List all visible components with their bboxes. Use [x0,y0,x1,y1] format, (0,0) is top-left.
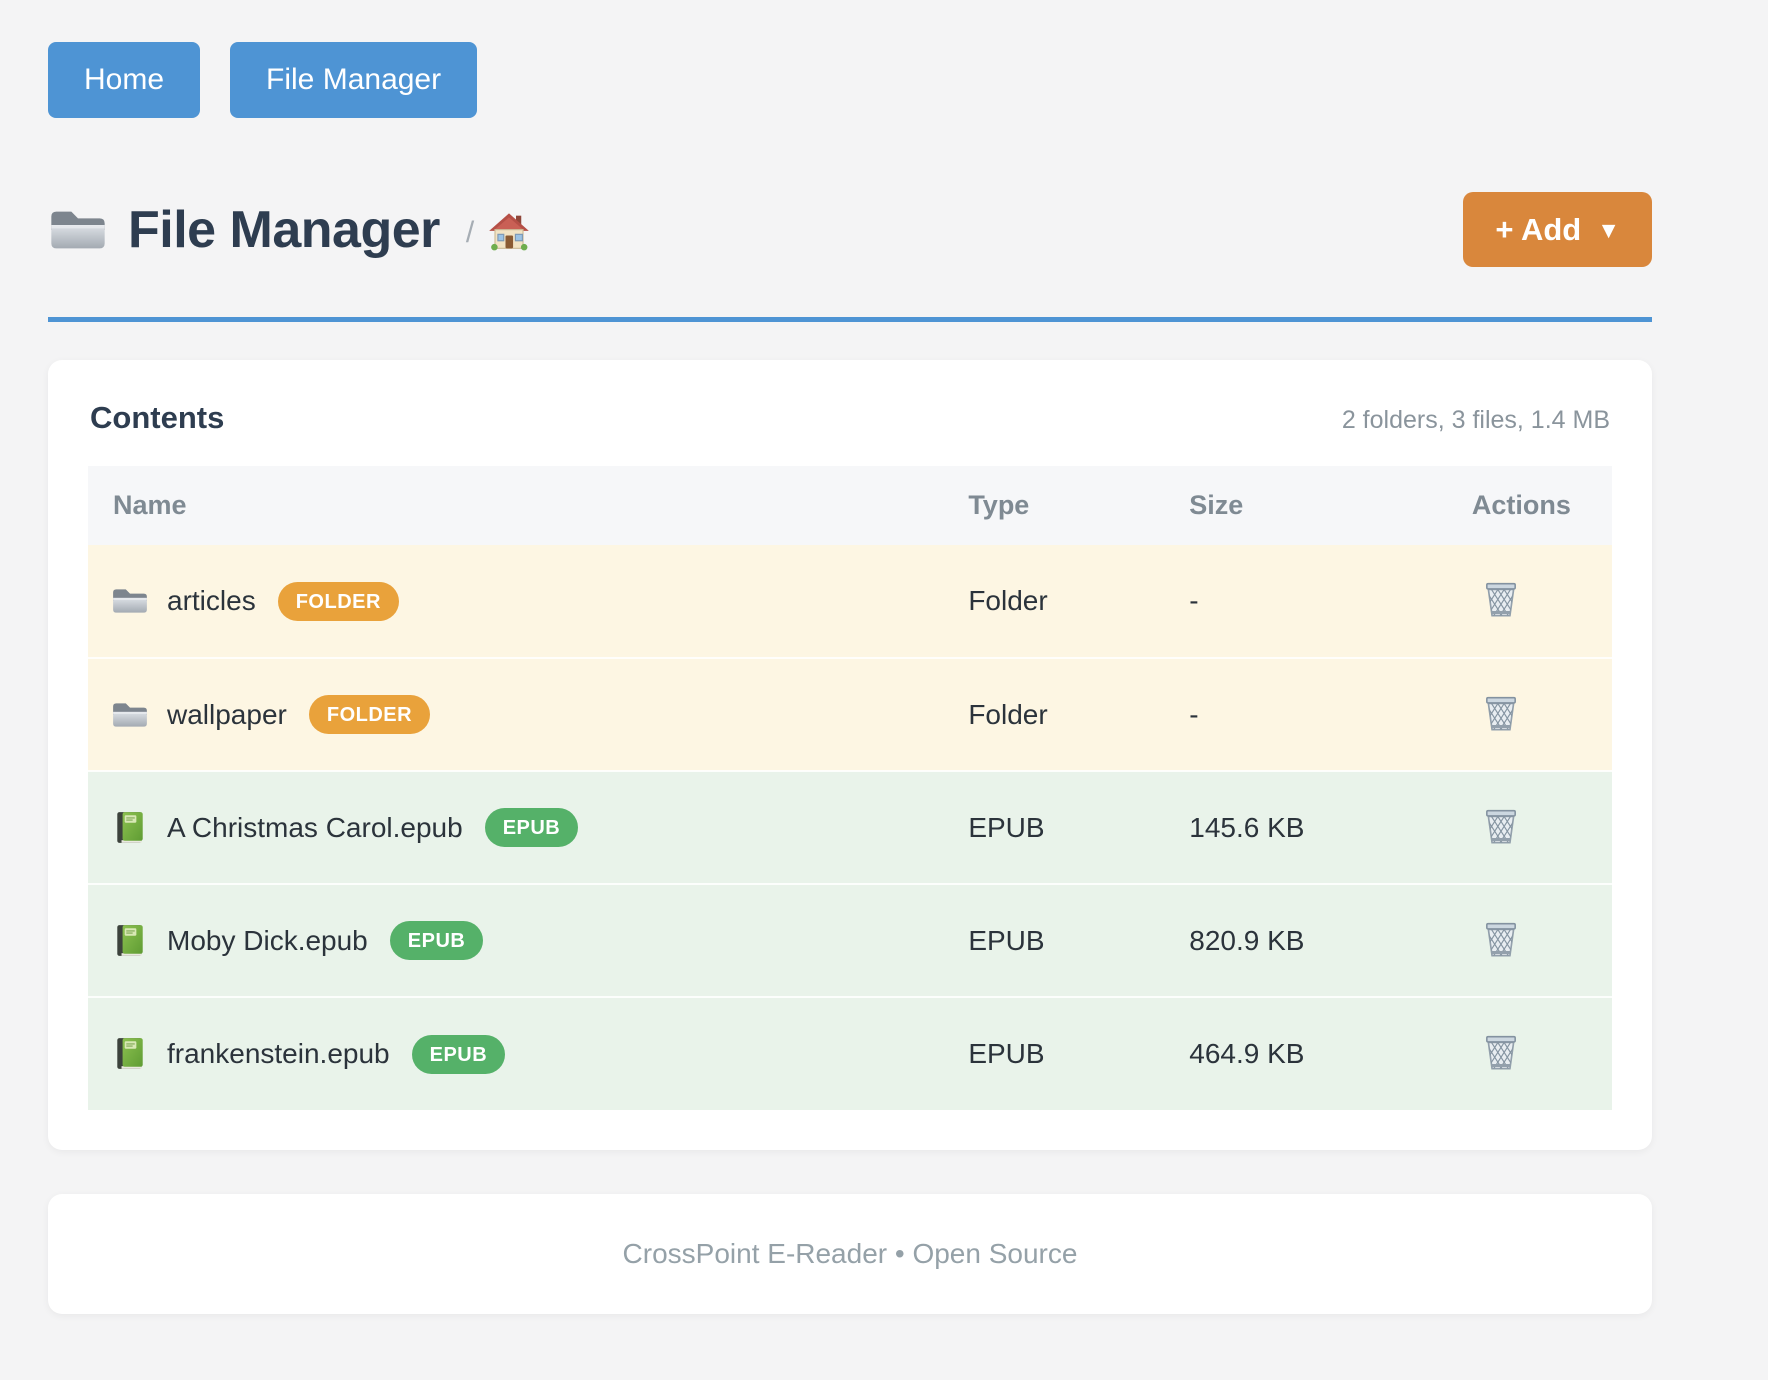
file-table: Name Type Size Actions articles FOLDER [88,466,1612,1110]
file-size: - [1189,585,1199,616]
folder-badge: FOLDER [308,695,431,734]
book-icon [111,1036,149,1072]
file-size: 145.6 KB [1189,811,1305,843]
footer-card: CrossPoint E-Reader • Open Source [48,1194,1652,1314]
epub-badge: EPUB [484,808,579,847]
file-type: EPUB [968,811,1045,843]
column-header-type: Type [964,466,1186,545]
delete-button[interactable] [1482,694,1520,736]
file-name[interactable]: Moby Dick.epub [167,924,368,956]
folder-badge: FOLDER [277,581,399,621]
contents-heading: Contents [90,400,225,435]
delete-button[interactable] [1482,1033,1520,1075]
contents-summary: 2 folders, 3 files, 1.4 MB [1341,406,1610,434]
file-name[interactable]: frankenstein.epub [167,1038,390,1069]
file-type: EPUB [968,924,1045,956]
title-group: File Manager / [48,200,530,260]
folder-icon [111,583,149,619]
contents-card: Contents 2 folders, 3 files, 1.4 MB Name… [48,360,1652,1150]
file-name[interactable]: wallpaper [167,698,287,730]
column-header-actions: Actions [1413,466,1612,545]
column-header-name: Name [88,466,965,545]
row-articles[interactable]: articles FOLDER Folder - [88,545,1612,658]
delete-button[interactable] [1482,580,1520,622]
row-frankenstein[interactable]: frankenstein.epub EPUB EPUB 464.9 KB [88,997,1612,1110]
file-size: - [1189,698,1199,730]
contents-card-header: Contents 2 folders, 3 files, 1.4 MB [90,400,1610,436]
breadcrumb-separator: / [465,215,475,249]
nav-home-button[interactable]: Home [48,42,201,118]
file-name[interactable]: A Christmas Carol.epub [167,811,463,843]
nav-file-manager-button[interactable]: File Manager [230,42,478,118]
file-size: 820.9 KB [1189,924,1305,956]
header-divider [48,317,1652,322]
row-wallpaper[interactable]: wallpaper FOLDER Folder - [88,658,1612,771]
add-button[interactable]: + Add ▼ [1463,192,1652,267]
delete-button[interactable] [1482,920,1520,962]
caret-down-icon: ▼ [1597,217,1620,243]
book-icon [111,923,149,959]
file-type: Folder [968,698,1048,730]
file-type: EPUB [968,1038,1045,1069]
row-moby-dick[interactable]: Moby Dick.epub EPUB EPUB 820.9 KB [88,884,1612,997]
add-button-label: + Add [1495,212,1582,247]
folder-icon [111,697,149,733]
row-christmas-carol[interactable]: A Christmas Carol.epub EPUB EPUB 145.6 K… [88,771,1612,884]
page-header: File Manager / + Add ▼ [48,192,1652,267]
delete-button[interactable] [1482,807,1520,849]
home-icon[interactable] [488,212,530,252]
column-header-size: Size [1185,466,1414,545]
book-icon [111,810,149,846]
file-type: Folder [968,585,1048,616]
table-header-row: Name Type Size Actions [88,466,1612,545]
footer-text: CrossPoint E-Reader • Open Source [622,1238,1078,1269]
file-size: 464.9 KB [1189,1038,1305,1069]
page: Home File Manager File Manager / + Add ▼… [48,42,1652,1314]
top-nav: Home File Manager [48,42,1652,118]
file-name[interactable]: articles [167,585,256,616]
page-title: File Manager [128,200,440,259]
epub-badge: EPUB [389,921,484,960]
folder-icon [48,204,108,256]
epub-badge: EPUB [411,1034,506,1074]
